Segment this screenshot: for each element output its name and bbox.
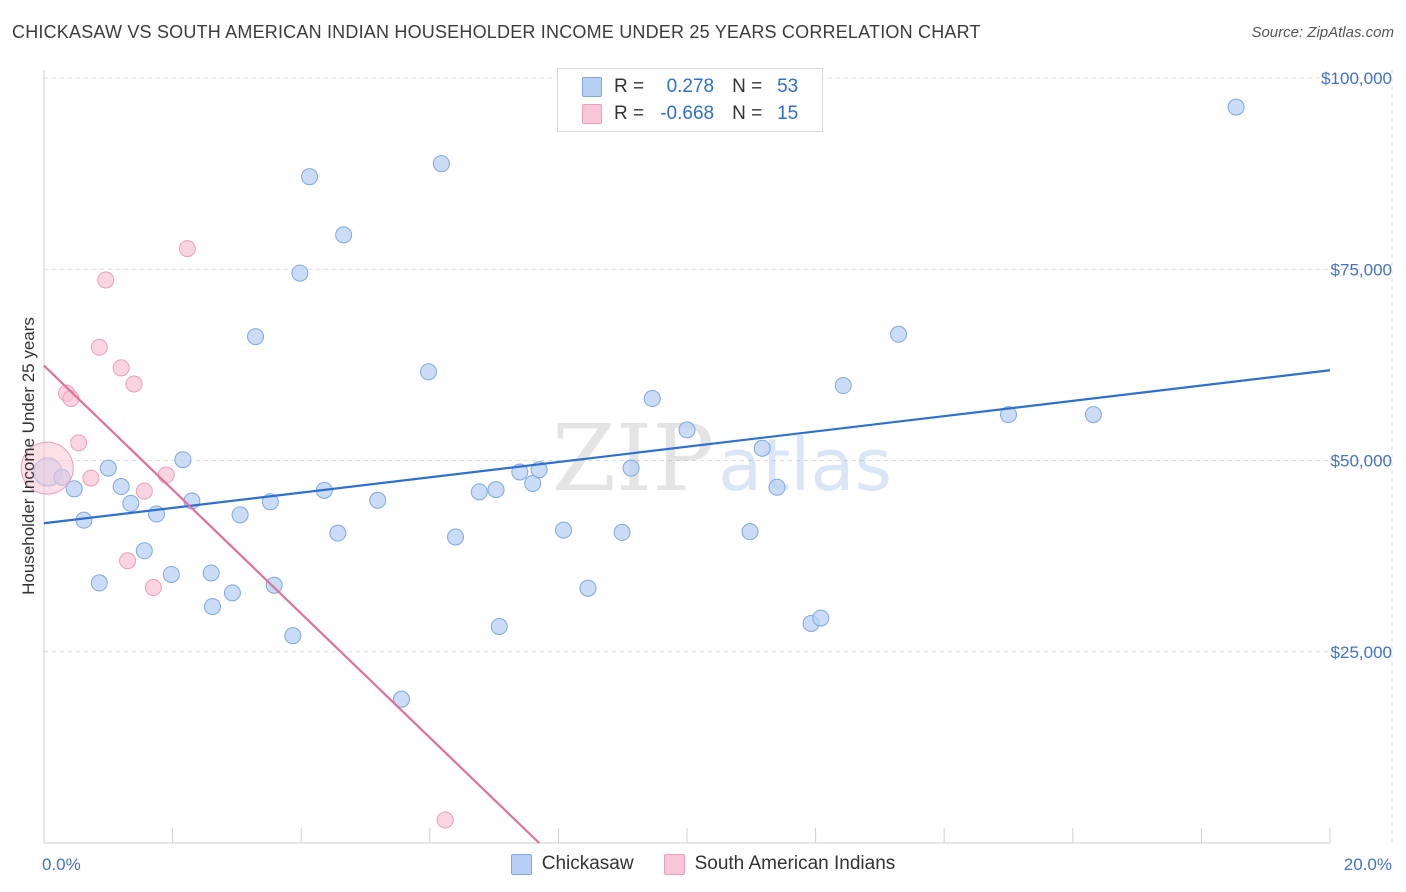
chickasaw-point bbox=[135, 542, 153, 560]
sai-trend-line bbox=[43, 364, 540, 844]
chickasaw-point bbox=[90, 574, 108, 592]
chickasaw-point bbox=[420, 363, 438, 381]
chickasaw-point bbox=[231, 506, 249, 524]
chickasaw-point bbox=[524, 474, 542, 492]
sai-point bbox=[112, 359, 130, 377]
series-legend: Chickasaw South American Indians bbox=[0, 851, 1406, 877]
chickasaw-point bbox=[555, 521, 573, 539]
sai-point bbox=[178, 240, 196, 258]
chickasaw-point bbox=[369, 491, 387, 509]
legend-item-sai[interactable]: South American Indians bbox=[663, 853, 896, 875]
chickasaw-point bbox=[202, 564, 220, 582]
y-tick-label: $75,000 bbox=[1331, 260, 1392, 279]
chickasaw-swatch bbox=[582, 77, 602, 97]
grid-lines bbox=[44, 70, 1393, 843]
chickasaw-point bbox=[329, 524, 347, 542]
y-tick-label: $50,000 bbox=[1331, 452, 1392, 471]
r-value-sai: -0.668 bbox=[660, 103, 715, 124]
chickasaw-point bbox=[1000, 406, 1017, 424]
chickasaw-point bbox=[447, 528, 465, 546]
x-tick-label-max: 20.0% bbox=[1344, 855, 1392, 874]
chickasaw-point bbox=[622, 459, 640, 477]
r-label: R = bbox=[614, 76, 645, 97]
legend-label-chickasaw: Chickasaw bbox=[541, 853, 634, 874]
chickasaw-point bbox=[291, 264, 309, 282]
sai-point bbox=[135, 482, 153, 500]
sai-point bbox=[157, 466, 175, 484]
r-label: R = bbox=[614, 103, 645, 124]
chickasaw-point bbox=[223, 584, 241, 602]
chickasaw-point bbox=[284, 627, 302, 645]
chickasaw-point bbox=[753, 439, 771, 457]
legend-item-chickasaw[interactable]: Chickasaw bbox=[510, 853, 634, 875]
chickasaw-point bbox=[579, 579, 597, 597]
chickasaw-point bbox=[768, 478, 786, 496]
legend-row-sai: R = -0.668 N = 15 bbox=[582, 101, 798, 127]
x-tick-label-min: 0.0% bbox=[42, 855, 81, 874]
sai-point bbox=[70, 434, 88, 452]
sai-point bbox=[97, 271, 115, 289]
chickasaw-point bbox=[203, 598, 221, 616]
chickasaw-trend-line bbox=[43, 369, 1331, 525]
chickasaw-point bbox=[393, 690, 411, 708]
r-value-chickasaw: 0.278 bbox=[666, 76, 715, 97]
chickasaw-point bbox=[99, 459, 117, 477]
chickasaw-point bbox=[432, 155, 450, 173]
chickasaw-legend-swatch bbox=[510, 853, 532, 875]
n-value-sai: 15 bbox=[777, 103, 799, 124]
source-label: Source: ZipAtlas.com bbox=[1251, 24, 1394, 41]
chickasaw-point bbox=[301, 168, 319, 186]
chart-title: CHICKASAW VS SOUTH AMERICAN INDIAN HOUSE… bbox=[12, 22, 981, 42]
chickasaw-point bbox=[890, 325, 908, 343]
chickasaw-point bbox=[1084, 406, 1102, 424]
sai-point bbox=[20, 441, 74, 495]
y-tick-label: $100,000 bbox=[1321, 69, 1392, 88]
watermark: ZIP atlas bbox=[552, 405, 892, 512]
chickasaw-point bbox=[490, 618, 508, 636]
chickasaw-point bbox=[643, 390, 661, 408]
sai-legend-swatch bbox=[663, 853, 685, 875]
chickasaw-point bbox=[112, 478, 130, 496]
watermark-zip: ZIP bbox=[552, 405, 714, 512]
chickasaw-point bbox=[122, 494, 140, 512]
sai-point bbox=[119, 552, 137, 570]
y-axis-title: Householder Income Under 25 years bbox=[19, 317, 38, 595]
chickasaw-point bbox=[265, 576, 283, 594]
chickasaw-point bbox=[741, 523, 759, 541]
sai-point bbox=[436, 811, 454, 829]
sai-swatch bbox=[582, 104, 602, 124]
sai-point bbox=[82, 469, 100, 487]
chickasaw-point bbox=[335, 226, 353, 244]
chickasaw-point bbox=[834, 377, 852, 395]
chickasaw-point bbox=[162, 565, 180, 583]
n-value-chickasaw: 53 bbox=[777, 76, 799, 97]
sai-points bbox=[20, 240, 454, 829]
chickasaw-point bbox=[1227, 98, 1245, 116]
legend-label-sai: South American Indians bbox=[694, 853, 896, 874]
chickasaw-point bbox=[65, 480, 83, 498]
chickasaw-point bbox=[613, 523, 631, 541]
sai-point bbox=[125, 375, 143, 393]
chickasaw-point bbox=[247, 328, 265, 346]
sai-point bbox=[144, 578, 162, 596]
chickasaw-point bbox=[470, 483, 488, 501]
trend-lines bbox=[43, 364, 1331, 844]
chickasaw-point bbox=[812, 609, 830, 627]
stats-legend: R = 0.278 N = 53 R = -0.668 N = 15 bbox=[557, 68, 823, 132]
watermark-atlas: atlas bbox=[718, 423, 892, 507]
y-tick-label: $25,000 bbox=[1331, 643, 1392, 662]
chickasaw-point bbox=[678, 421, 696, 439]
sai-point bbox=[90, 338, 108, 356]
n-label: N = bbox=[732, 76, 763, 97]
legend-row-chickasaw: R = 0.278 N = 53 bbox=[582, 74, 798, 100]
chickasaw-point bbox=[487, 481, 505, 499]
axis-labels: $25,000 $50,000 $75,000 $100,000 0.0% 20.0% Ho… bbox=[19, 69, 1392, 874]
chickasaw-point bbox=[174, 451, 192, 469]
n-label: N = bbox=[732, 103, 763, 124]
